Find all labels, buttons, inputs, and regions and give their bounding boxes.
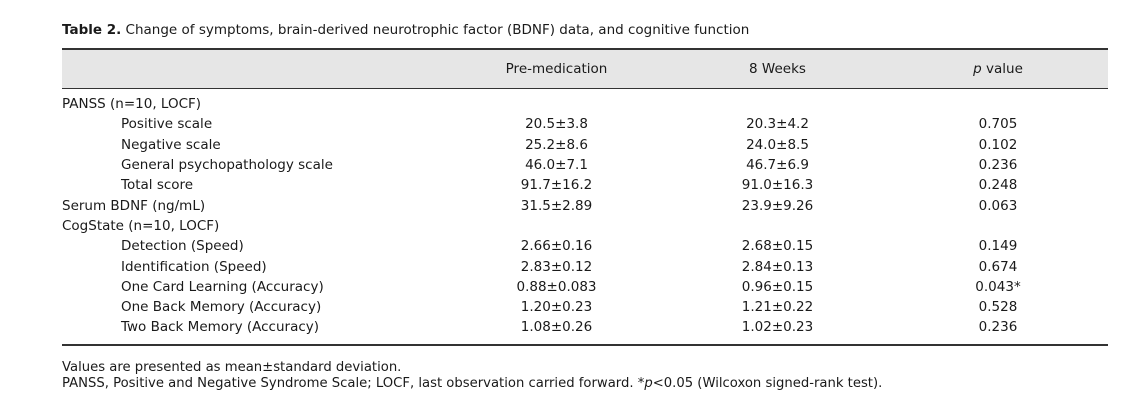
table-row: Positive scale 20.5±3.8 20.3±4.2 0.705 <box>62 114 1108 134</box>
table-caption-text: Change of symptoms, brain-derived neurot… <box>121 22 750 38</box>
table-caption: Table 2. Change of symptoms, brain-deriv… <box>62 22 749 38</box>
footnote-values: Values are presented as mean±standard de… <box>62 360 402 375</box>
cell-pre-medication: 1.08±0.26 <box>446 317 667 346</box>
cell-p-value: 0.236 <box>978 157 1018 174</box>
row-label: One Back Memory (Accuracy) <box>121 299 322 316</box>
row-label: Negative scale <box>121 136 221 153</box>
row-label: Total score <box>121 177 194 194</box>
header-p-rest: value <box>981 61 1023 77</box>
header-cell-8-weeks: 8 Weeks <box>667 48 888 89</box>
footnote-p-italic: p <box>644 375 653 391</box>
row-label: Serum BDNF (ng/mL) <box>62 197 206 214</box>
cell-8-weeks: 91.0±16.3 <box>741 177 814 194</box>
cell-p-value: 0.248 <box>978 177 1018 194</box>
header-cell-label <box>62 48 446 89</box>
cell-p-value: 0.674 <box>978 258 1018 275</box>
cell-8-weeks: 1.21±0.22 <box>741 299 814 316</box>
footnote-abbreviations: PANSS, Positive and Negative Syndrome Sc… <box>62 376 882 392</box>
cell-p-value: 0.528 <box>978 299 1018 316</box>
cell-pre-medication <box>446 89 667 115</box>
header-cell-pre-medication: Pre-medication <box>446 48 667 89</box>
row-label: Positive scale <box>121 116 213 133</box>
cell-p-value <box>888 89 1108 115</box>
table-row: One Back Memory (Accuracy) 1.20±0.23 1.2… <box>62 297 1108 317</box>
cell-pre-medication: 1.20±0.23 <box>520 299 593 316</box>
table-caption-label: Table 2. <box>62 22 122 38</box>
cell-p-value: 0.043* <box>975 278 1021 295</box>
table-row: Total score 91.7±16.2 91.0±16.3 0.248 <box>62 175 1108 195</box>
cell-pre-medication: 2.83±0.12 <box>520 258 593 275</box>
table-header-row: Pre-medication 8 Weeks p value <box>62 48 1108 89</box>
cell-p-value: 0.236 <box>888 317 1108 346</box>
cell-p-value: 0.102 <box>978 136 1018 153</box>
table-row: Detection (Speed) 2.66±0.16 2.68±0.15 0.… <box>62 236 1108 256</box>
row-label: CogState (n=10, LOCF) <box>62 217 220 234</box>
row-label: PANSS (n=10, LOCF) <box>62 96 202 113</box>
cell-pre-medication: 91.7±16.2 <box>520 177 593 194</box>
table-row: Negative scale 25.2±8.6 24.0±8.5 0.102 <box>62 135 1108 155</box>
cell-pre-medication: 31.5±2.89 <box>520 197 593 214</box>
row-label: One Card Learning (Accuracy) <box>121 278 324 295</box>
row-label: General psychopathology scale <box>121 157 333 174</box>
row-label: Two Back Memory (Accuracy) <box>62 317 446 346</box>
cell-8-weeks: 2.84±0.13 <box>741 258 814 275</box>
cell-p-value: 0.705 <box>978 116 1018 133</box>
table-body: PANSS (n=10, LOCF) Positive scale 20.5±3… <box>62 89 1108 346</box>
cell-8-weeks <box>667 89 888 115</box>
cell-8-weeks: 23.9±9.26 <box>741 197 814 214</box>
table-row: CogState (n=10, LOCF) <box>62 216 1108 236</box>
row-label: Identification (Speed) <box>121 258 267 275</box>
cell-p-value: 0.063 <box>978 197 1018 214</box>
cell-8-weeks: 46.7±6.9 <box>746 157 809 174</box>
results-table: Pre-medication 8 Weeks p value PANSS (n=… <box>62 48 1108 346</box>
cell-8-weeks: 1.02±0.23 <box>667 317 888 346</box>
footnote-significance-text: <0.05 (Wilcoxon signed-rank test). <box>652 375 883 391</box>
cell-p-value <box>888 216 1108 236</box>
table-row: Identification (Speed) 2.83±0.12 2.84±0.… <box>62 256 1108 276</box>
table-row: One Card Learning (Accuracy) 0.88±0.083 … <box>62 277 1108 297</box>
table-footnotes: Values are presented as mean±standard de… <box>62 360 882 391</box>
table-row: General psychopathology scale 46.0±7.1 4… <box>62 155 1108 175</box>
cell-pre-medication: 2.66±0.16 <box>520 238 593 255</box>
cell-8-weeks: 20.3±4.2 <box>746 116 809 133</box>
cell-8-weeks: 0.96±0.15 <box>741 278 814 295</box>
footnote-abbr-text: PANSS, Positive and Negative Syndrome Sc… <box>62 375 645 391</box>
table-row: PANSS (n=10, LOCF) <box>62 89 1108 115</box>
header-p-italic: p <box>973 61 982 77</box>
cell-pre-medication <box>446 216 667 236</box>
cell-8-weeks: 24.0±8.5 <box>746 136 809 153</box>
cell-p-value: 0.149 <box>978 238 1018 255</box>
row-label: Detection (Speed) <box>121 238 244 255</box>
cell-8-weeks <box>667 216 888 236</box>
header-cell-p-value: p value <box>888 48 1108 89</box>
cell-pre-medication: 25.2±8.6 <box>525 136 588 153</box>
table-row: Serum BDNF (ng/mL) 31.5±2.89 23.9±9.26 0… <box>62 195 1108 215</box>
cell-pre-medication: 0.88±0.083 <box>516 278 597 295</box>
cell-pre-medication: 46.0±7.1 <box>525 157 588 174</box>
cell-8-weeks: 2.68±0.15 <box>741 238 814 255</box>
table-row: Two Back Memory (Accuracy) 1.08±0.26 1.0… <box>62 317 1108 346</box>
cell-pre-medication: 20.5±3.8 <box>525 116 588 133</box>
